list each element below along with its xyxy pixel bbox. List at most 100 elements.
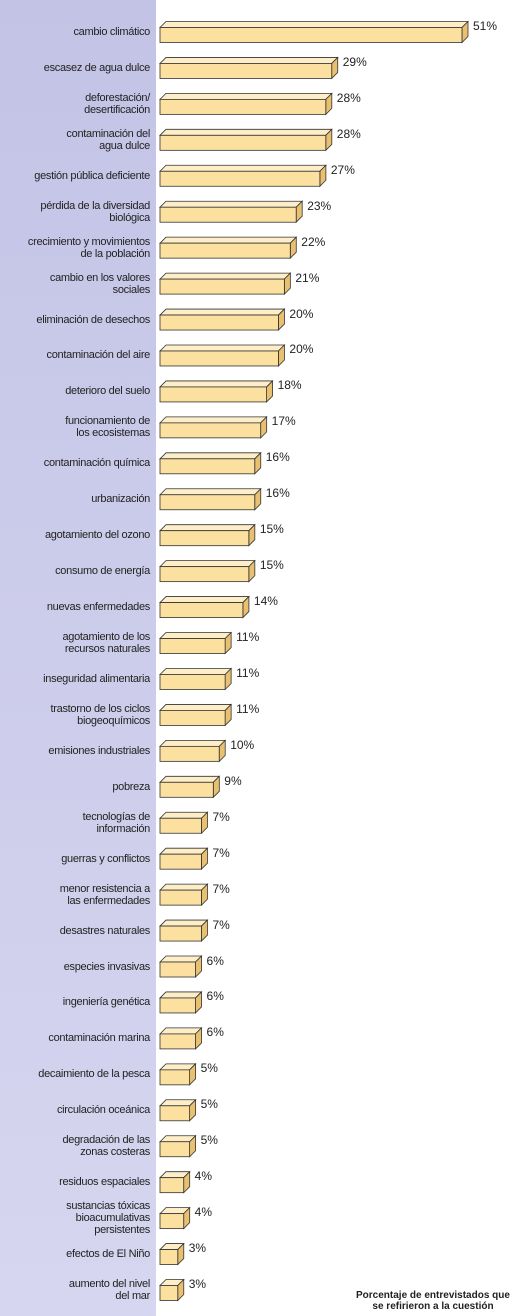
bar [159,206,297,223]
bar [159,1141,191,1158]
category-label: contaminación del agua dulce [66,127,150,152]
note: Porcentaje de entrevistados que se refir… [356,1290,510,1312]
category-label: circulación oceánica [56,1104,150,1117]
value-label: 5% [200,1061,218,1076]
value-label: 18% [277,378,302,393]
value-label: 4% [194,1169,213,1184]
bar [159,1069,191,1086]
value-label: 29% [342,54,367,69]
bar-top [159,811,209,819]
value-label: 11% [236,665,260,680]
bar-top [159,883,209,891]
value-label: 4% [194,1205,213,1220]
bar [159,422,262,439]
value-label: 16% [265,486,290,501]
bar-top [159,200,304,208]
bar [159,925,202,942]
category-label: pérdida de la diversidad biológica [40,199,150,224]
bar-top [159,847,209,855]
bar [159,494,256,511]
category-label: urbanización [91,493,150,506]
value-label: 20% [289,342,314,357]
category-label: agotamiento de los recursos naturales [62,631,150,656]
bar [159,566,250,583]
bar [159,134,327,151]
value-label: 51% [473,19,498,33]
bar-top [159,272,292,280]
bar-top [159,919,209,927]
value-label: 6% [206,953,224,968]
value-label: 7% [212,917,230,932]
bar [159,1105,191,1122]
value-label: 28% [336,90,361,105]
bar [159,63,333,79]
bar [159,530,250,547]
bar-top [159,488,262,496]
bar-top [159,739,227,747]
category-label: crecimiento y movimientos de la població… [27,235,150,260]
value-label: 6% [206,989,224,1004]
bar-top [159,632,233,639]
value-label: 7% [212,845,230,860]
bar [159,1285,179,1301]
category-label: funcionamiento de los ecosistemas [65,415,150,440]
category-label: nuevas enfermedades [46,601,150,614]
category-label: cambio en los valores sociales [49,271,150,296]
category-label: deterioro del suelo [65,385,150,398]
bar-top [159,596,250,603]
value-label: 23% [307,198,332,213]
bar [159,170,321,187]
bar [159,242,291,259]
bar [159,314,279,331]
bar-top [159,560,256,568]
bar-top [159,416,268,424]
category-label: deforestación/ desertificación [84,91,150,116]
value-label: 11% [236,630,260,645]
label-panel [0,0,156,1316]
bar-top [159,236,298,244]
bar-top [159,1027,203,1035]
bar [159,602,244,618]
bar [159,710,226,726]
bar [159,1249,179,1265]
category-label: pobreza [112,780,150,793]
bar [159,961,196,978]
category-label: emisiones industriales [48,744,150,757]
bar [159,386,267,403]
category-label: eliminación de desechos [36,313,150,326]
value-label: 15% [259,558,284,573]
bar-top [159,380,274,388]
category-label: contaminación del aire [46,349,151,362]
bar-top [159,21,469,28]
bar-top [159,991,203,999]
bar [159,350,279,367]
category-label: desastres naturales [59,924,151,937]
category-label: residuos espaciales [59,1176,150,1189]
category-label: especies invasivas [63,960,151,973]
category-label: consumo de energía [55,565,150,578]
category-label: guerras y conflictos [61,852,150,865]
value-label: 14% [253,594,278,609]
value-label: 22% [301,234,326,249]
bar-top [159,308,286,316]
value-label: 28% [336,126,361,141]
category-label: efectos de El Niño [66,1248,150,1261]
value-label: 15% [259,522,284,537]
bar-top [159,128,333,136]
value-label: 16% [265,450,290,465]
bar-top [159,164,327,172]
bar [159,638,226,654]
bar-top [159,775,221,783]
category-label: cambio climático [73,26,150,38]
bar [159,997,196,1014]
bar [159,1213,185,1230]
value-label: 3% [188,1277,207,1291]
value-label: 9% [224,773,242,788]
value-label: 27% [330,162,355,177]
bar [159,674,226,690]
bar-top [159,57,339,64]
bar-top [159,452,262,460]
category-label: agotamiento del ozono [44,529,150,542]
